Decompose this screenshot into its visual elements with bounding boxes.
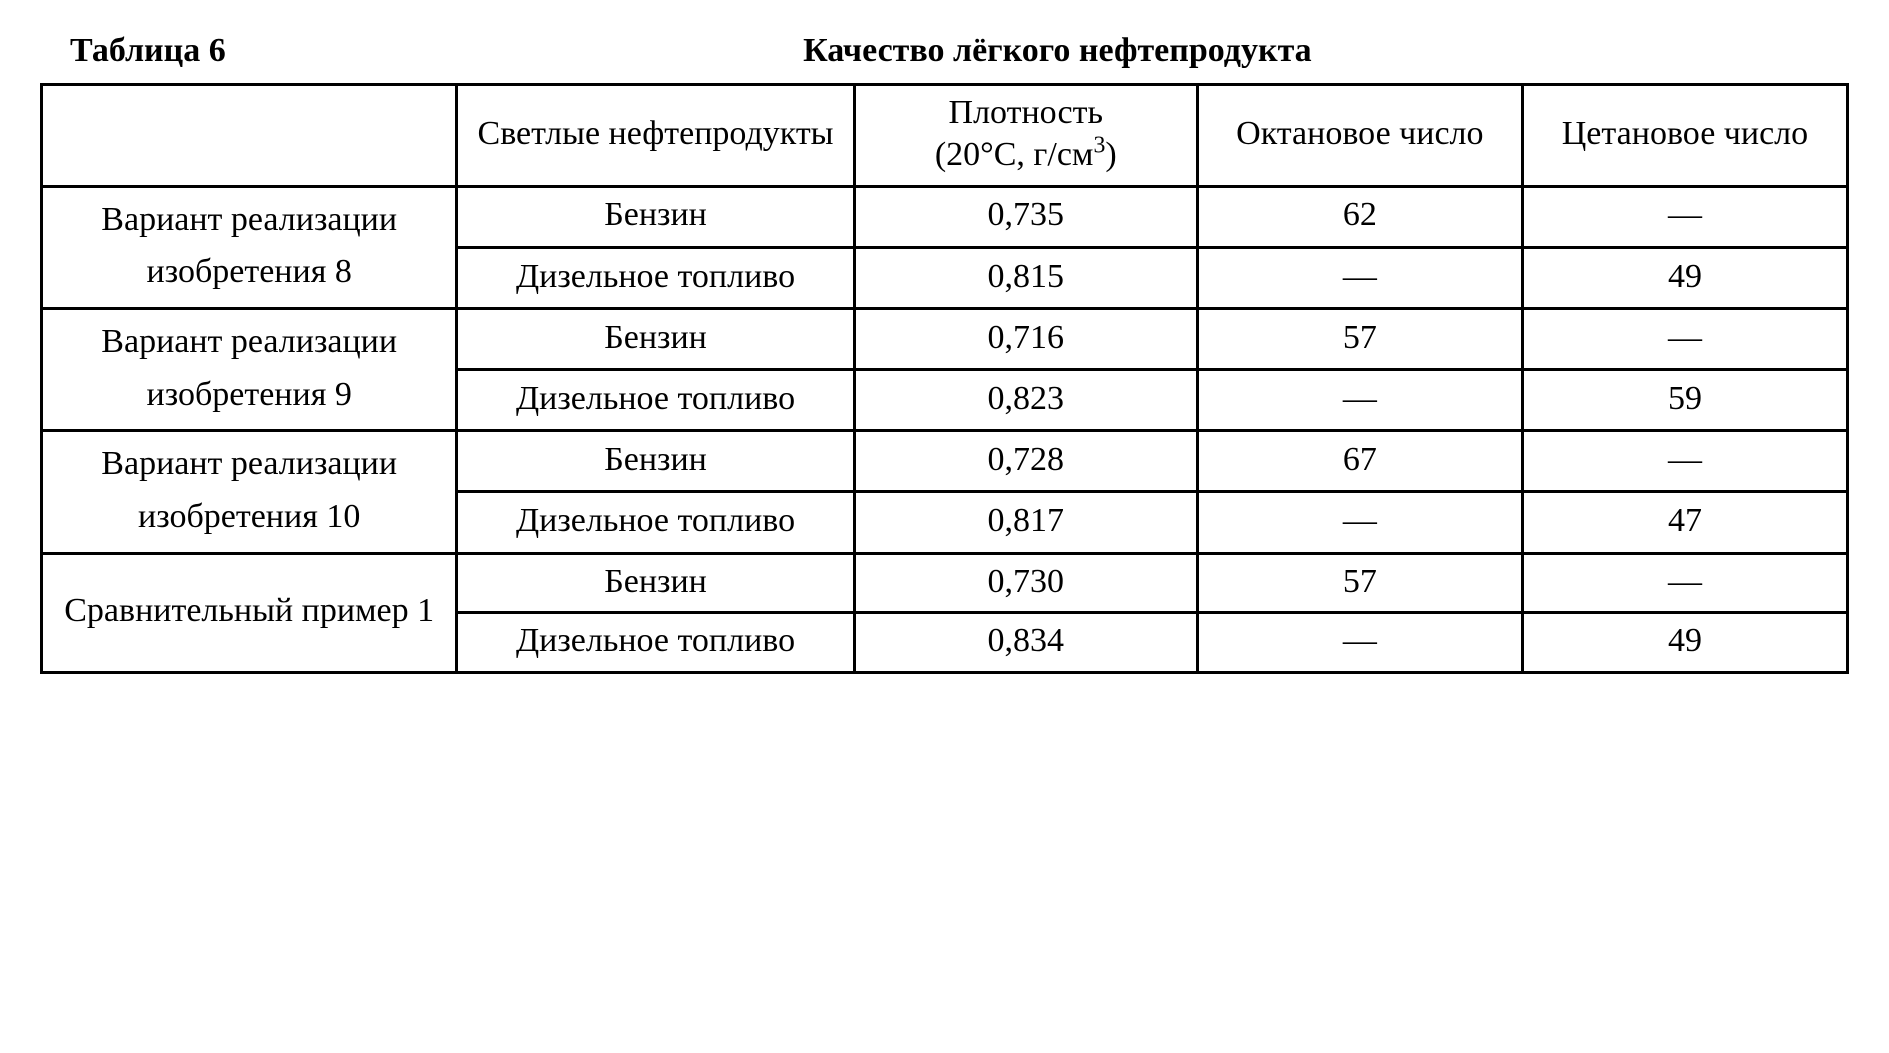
table-header-row: Таблица 6 Качество лёгкого нефтепродукта [70, 30, 1829, 73]
cell-density: 0,834 [854, 613, 1197, 673]
row-group-label: Вариант реализации изобретения 10 [42, 431, 457, 553]
cell-cetane: — [1522, 431, 1847, 492]
quality-table: Светлые нефтепродукты Плотность (20°C, г… [40, 83, 1849, 674]
table-head-row: Светлые нефтепродукты Плотность (20°C, г… [42, 84, 1848, 186]
cell-density: 0,730 [854, 553, 1197, 613]
cell-product: Дизельное топливо [457, 247, 854, 308]
cell-cetane: 49 [1522, 247, 1847, 308]
cell-cetane: 59 [1522, 370, 1847, 431]
table-title: Качество лёгкого нефтепродукта [226, 30, 1829, 73]
cell-density: 0,716 [854, 308, 1197, 369]
col-header-products: Светлые нефтепродукты [457, 84, 854, 186]
cell-octane: 62 [1197, 186, 1522, 247]
table-row: Вариант реализации изобретения 10 Бензин… [42, 431, 1848, 492]
row-group-label: Вариант реализации изобретения 8 [42, 186, 457, 308]
cell-octane: 57 [1197, 553, 1522, 613]
cell-density: 0,823 [854, 370, 1197, 431]
cell-product: Бензин [457, 431, 854, 492]
table-row: Вариант реализации изобретения 9 Бензин … [42, 308, 1848, 369]
cell-density: 0,728 [854, 431, 1197, 492]
col-header-octane: Октановое число [1197, 84, 1522, 186]
cell-product: Дизельное топливо [457, 492, 854, 553]
cell-octane: — [1197, 247, 1522, 308]
table-number: Таблица 6 [70, 30, 226, 73]
cell-cetane: 49 [1522, 613, 1847, 673]
cell-product: Дизельное топливо [457, 370, 854, 431]
row-group-label: Сравнительный пример 1 [42, 553, 457, 672]
col-header-density-prefix: (20°C, г/см [935, 136, 1094, 173]
cell-density: 0,735 [854, 186, 1197, 247]
col-header-empty [42, 84, 457, 186]
cell-cetane: — [1522, 186, 1847, 247]
col-header-density-line1: Плотность [949, 94, 1103, 131]
cell-product: Бензин [457, 186, 854, 247]
cell-cetane: — [1522, 553, 1847, 613]
cell-product: Дизельное топливо [457, 613, 854, 673]
cell-cetane: 47 [1522, 492, 1847, 553]
cell-octane: 67 [1197, 431, 1522, 492]
cell-octane: — [1197, 492, 1522, 553]
cell-product: Бензин [457, 308, 854, 369]
table-row: Сравнительный пример 1 Бензин 0,730 57 — [42, 553, 1848, 613]
cell-cetane: — [1522, 308, 1847, 369]
cell-density: 0,815 [854, 247, 1197, 308]
cell-octane: — [1197, 370, 1522, 431]
cell-density: 0,817 [854, 492, 1197, 553]
row-group-label: Вариант реализации изобретения 9 [42, 308, 457, 430]
table-row: Вариант реализации изобретения 8 Бензин … [42, 186, 1848, 247]
cell-octane: — [1197, 613, 1522, 673]
col-header-density: Плотность (20°C, г/см3) [854, 84, 1197, 186]
col-header-cetane: Цетановое число [1522, 84, 1847, 186]
col-header-density-suffix: ) [1105, 136, 1116, 173]
cell-product: Бензин [457, 553, 854, 613]
col-header-density-super: 3 [1093, 133, 1105, 159]
cell-octane: 57 [1197, 308, 1522, 369]
